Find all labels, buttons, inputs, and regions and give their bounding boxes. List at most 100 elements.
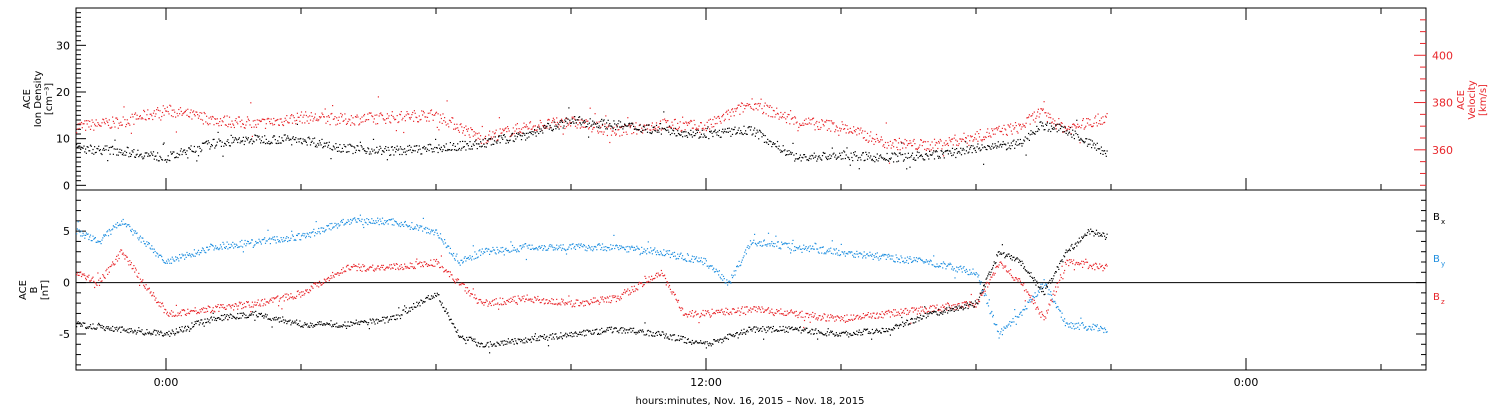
data-point — [261, 136, 263, 138]
data-point — [897, 311, 900, 313]
data-point — [628, 124, 630, 127]
y-tick-label-right: 380 — [1432, 97, 1453, 110]
data-point — [587, 247, 589, 249]
data-point — [664, 127, 666, 130]
data-point — [549, 124, 551, 127]
data-point — [758, 242, 760, 244]
data-point — [268, 118, 270, 120]
data-point — [439, 121, 441, 123]
data-point — [529, 122, 531, 124]
data-point — [1101, 150, 1103, 152]
data-point — [581, 118, 583, 120]
data-point — [1011, 133, 1013, 135]
data-point — [1046, 124, 1048, 126]
data-point — [977, 143, 979, 145]
data-point — [599, 131, 601, 133]
data-point — [502, 138, 504, 140]
data-point — [584, 304, 586, 306]
data-point — [853, 152, 855, 154]
data-point — [1075, 327, 1077, 329]
data-point — [675, 258, 677, 260]
data-point — [354, 151, 357, 154]
data-point — [1030, 115, 1032, 117]
data-point — [89, 280, 91, 282]
data-point — [843, 128, 845, 130]
data-point — [829, 317, 831, 319]
data-point — [1028, 114, 1030, 116]
data-point — [364, 120, 366, 122]
data-point — [288, 298, 290, 300]
data-point — [1025, 154, 1027, 156]
data-point — [503, 301, 505, 303]
data-point — [729, 281, 731, 283]
data-point — [857, 318, 860, 320]
data-point — [333, 118, 335, 120]
data-point — [213, 249, 215, 251]
data-point — [915, 154, 918, 156]
data-point — [730, 115, 732, 117]
data-point — [886, 152, 888, 155]
data-point — [761, 306, 763, 308]
data-point — [186, 251, 188, 254]
data-point — [731, 313, 733, 315]
data-point — [197, 114, 199, 116]
data-point — [143, 157, 145, 159]
data-point — [296, 234, 298, 237]
data-point — [108, 271, 110, 273]
data-point — [737, 307, 739, 309]
y-tick-label-right: 400 — [1432, 49, 1453, 62]
data-point — [752, 242, 754, 244]
data-point — [922, 141, 924, 143]
data-point — [309, 144, 312, 146]
data-point — [891, 144, 893, 146]
data-point — [477, 256, 479, 258]
data-point — [185, 256, 187, 258]
data-point — [116, 255, 118, 257]
data-point — [834, 131, 836, 133]
data-point — [884, 254, 887, 256]
data-point — [659, 120, 662, 122]
data-point — [1063, 126, 1065, 128]
data-point — [387, 117, 389, 119]
data-point — [115, 258, 117, 260]
data-point — [987, 302, 989, 304]
data-point — [893, 152, 896, 154]
data-point — [336, 272, 339, 274]
data-point — [965, 150, 967, 152]
data-point — [278, 136, 280, 138]
data-point — [625, 125, 627, 127]
data-point — [876, 252, 878, 254]
data-point — [625, 131, 627, 133]
data-point — [994, 323, 996, 325]
data-point — [587, 301, 589, 303]
data-point — [1028, 116, 1030, 118]
data-point — [707, 310, 709, 312]
data-point — [878, 141, 880, 143]
data-point — [422, 264, 424, 266]
data-point — [673, 119, 676, 121]
data-point — [487, 305, 489, 307]
data-point — [281, 239, 283, 241]
data-point — [296, 112, 298, 114]
data-point — [952, 144, 954, 146]
data-point — [445, 143, 447, 145]
data-point — [271, 238, 273, 240]
data-point — [162, 305, 164, 307]
data-point — [1087, 328, 1089, 330]
data-point — [485, 146, 487, 148]
data-point — [283, 300, 285, 302]
data-point — [177, 156, 179, 159]
data-point — [500, 303, 502, 305]
data-point — [229, 123, 231, 125]
data-point — [947, 265, 949, 267]
data-point — [453, 252, 455, 255]
data-point — [532, 301, 534, 303]
data-point — [645, 128, 647, 130]
data-point — [912, 140, 914, 142]
data-point — [898, 258, 900, 260]
data-point — [256, 119, 258, 121]
data-point — [728, 280, 730, 282]
data-point — [98, 145, 100, 147]
data-point — [844, 321, 846, 323]
data-point — [428, 265, 430, 267]
